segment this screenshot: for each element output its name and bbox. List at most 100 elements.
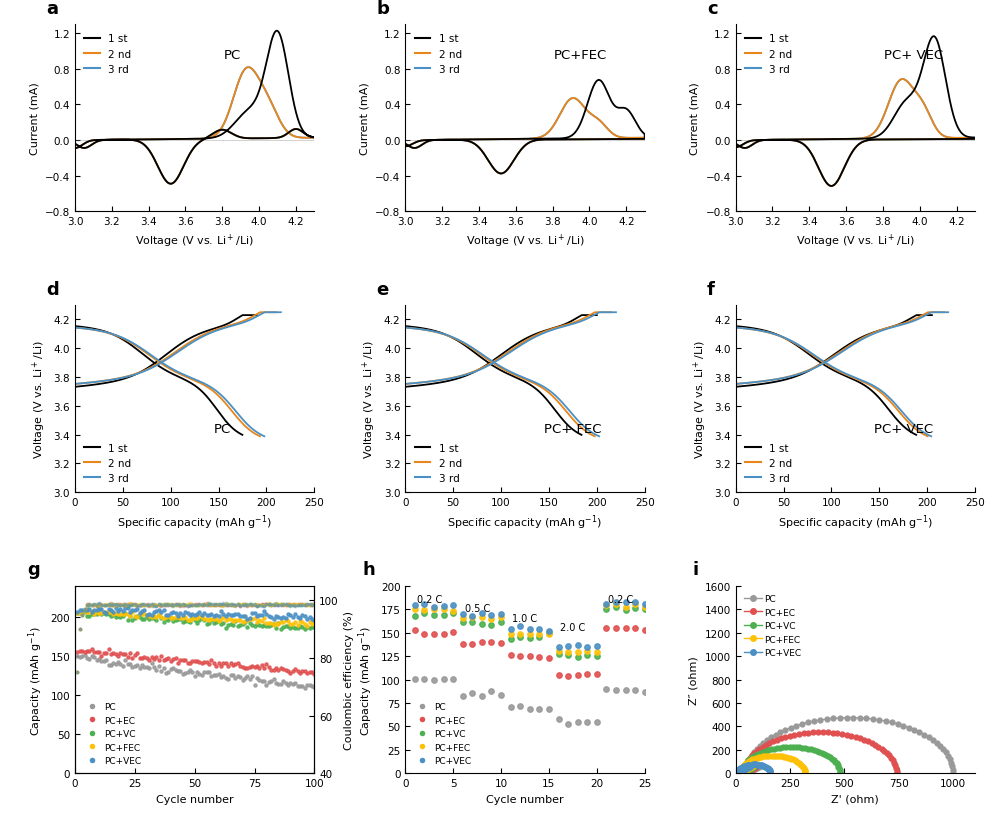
Point <box>589 667 605 681</box>
Point <box>220 672 236 686</box>
Point <box>275 598 291 611</box>
Point <box>189 607 205 620</box>
Point <box>627 596 643 609</box>
Point <box>146 606 162 619</box>
Point <box>203 599 219 612</box>
Point <box>258 679 274 692</box>
Text: f: f <box>707 280 715 298</box>
Point <box>117 601 133 614</box>
Point <box>93 598 109 611</box>
Point <box>627 622 643 635</box>
Point <box>153 610 169 624</box>
Point <box>96 599 112 612</box>
Point <box>292 599 308 613</box>
Point <box>175 667 191 681</box>
Point <box>124 598 140 611</box>
Point <box>551 645 567 659</box>
Text: h: h <box>362 561 375 579</box>
Point <box>134 599 150 612</box>
Point <box>218 599 234 612</box>
Point <box>239 620 255 634</box>
Point <box>302 615 318 629</box>
Point <box>194 599 210 612</box>
Point <box>74 609 90 622</box>
Point <box>230 597 246 610</box>
PC+VC <box>828 756 840 766</box>
Point <box>110 650 126 663</box>
Point <box>249 599 265 613</box>
Point <box>249 597 265 610</box>
Point <box>416 672 432 686</box>
Point <box>189 599 205 612</box>
Point <box>206 598 222 611</box>
Point <box>196 598 212 611</box>
Point <box>306 613 322 626</box>
Point <box>86 598 102 611</box>
Point <box>146 599 162 613</box>
Point <box>170 613 186 626</box>
Line: PC+EC: PC+EC <box>742 730 899 776</box>
Point <box>151 660 167 673</box>
Point <box>127 598 143 611</box>
Legend: 1 st, 2 nd, 3 rd: 1 st, 2 nd, 3 rd <box>741 439 796 487</box>
Point <box>163 611 179 624</box>
Point <box>285 599 301 612</box>
Point <box>136 599 152 612</box>
Line: PC+VEC: PC+VEC <box>735 762 773 776</box>
Point <box>156 611 172 624</box>
Point <box>570 716 586 729</box>
Point <box>278 599 294 612</box>
Point <box>215 599 231 613</box>
Point <box>98 598 114 611</box>
Point <box>304 599 320 612</box>
Point <box>213 659 229 672</box>
Point <box>237 599 253 612</box>
Point <box>129 599 145 613</box>
Point <box>239 599 255 613</box>
Point <box>270 663 286 676</box>
Point <box>163 663 179 676</box>
Point <box>464 610 480 624</box>
Point <box>278 664 294 677</box>
Point <box>69 666 85 680</box>
Point <box>139 608 155 621</box>
Point <box>493 688 509 701</box>
Point <box>170 610 186 624</box>
Point <box>156 599 172 612</box>
Point <box>541 651 557 665</box>
Point <box>637 600 653 614</box>
Point <box>120 607 136 620</box>
Point <box>132 607 148 620</box>
Point <box>168 598 184 611</box>
Point <box>203 599 219 612</box>
Point <box>455 637 471 650</box>
Point <box>270 598 286 611</box>
Point <box>132 599 148 612</box>
Point <box>292 679 308 692</box>
Point <box>108 606 124 619</box>
Point <box>225 599 241 612</box>
Point <box>268 597 284 610</box>
Point <box>84 604 100 618</box>
Point <box>153 598 169 611</box>
Point <box>239 612 255 625</box>
Point <box>206 669 222 682</box>
Point <box>120 598 136 611</box>
Point <box>72 606 88 619</box>
Point <box>165 599 181 612</box>
Point <box>306 599 322 612</box>
Point <box>172 607 188 620</box>
Point <box>280 615 296 629</box>
Point <box>77 604 93 618</box>
Point <box>618 595 634 609</box>
Point <box>483 609 499 622</box>
Point <box>194 612 210 625</box>
Point <box>79 609 95 623</box>
Point <box>74 609 90 622</box>
Point <box>254 598 270 611</box>
Point <box>256 599 272 612</box>
Point <box>203 598 219 611</box>
Point <box>503 648 519 661</box>
Point <box>151 599 167 612</box>
Point <box>208 659 224 672</box>
